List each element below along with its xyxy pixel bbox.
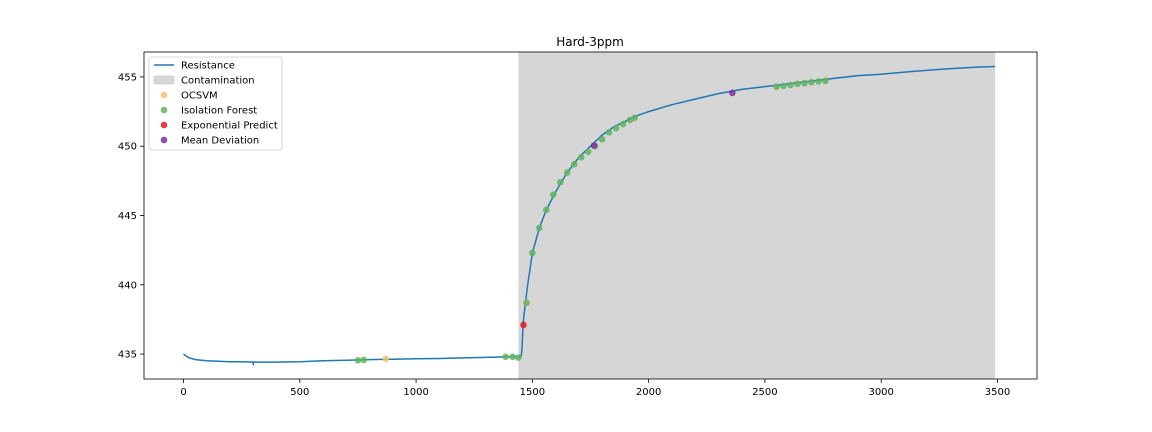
- legend-label-resistance: Resistance: [181, 61, 235, 72]
- x-tick-label: 500: [290, 387, 309, 398]
- legend-label-mean-deviation: Mean Deviation: [181, 136, 259, 147]
- legend-label-contamination: Contamination: [181, 76, 255, 87]
- chart-title: Hard-3ppm: [556, 35, 624, 49]
- legend-swatch-contamination: [153, 75, 175, 85]
- y-tick-label: 445: [118, 211, 137, 222]
- legend-swatch-ocsvm: [160, 91, 168, 99]
- x-tick-label: 1000: [403, 387, 428, 398]
- legend-label-ocsvm: OCSVM: [181, 91, 218, 102]
- isolation-forest-point: [536, 224, 543, 232]
- x-tick-label: 1500: [520, 387, 545, 398]
- isolation-forest-point: [598, 135, 606, 143]
- isolation-forest-point: [543, 206, 550, 214]
- legend-box: [148, 56, 283, 151]
- y-tick-label: 440: [118, 280, 137, 291]
- contamination-band: [518, 52, 996, 379]
- isolation-forest-point: [529, 249, 536, 257]
- ocsvm-point: [382, 355, 390, 363]
- x-tick-label: 2000: [636, 387, 661, 398]
- isolation-forest-point: [794, 80, 801, 88]
- isolation-forest-point: [822, 77, 829, 85]
- isolation-forest-point: [612, 124, 620, 132]
- isolation-forest-point: [787, 81, 794, 89]
- isolation-forest-point: [801, 79, 808, 87]
- exponential-predict-point: [520, 321, 527, 329]
- isolation-forest-point: [808, 78, 815, 86]
- isolation-forest-point: [563, 169, 571, 176]
- legend-swatch-isolation-forest: [160, 106, 168, 114]
- isolation-forest-point: [360, 356, 368, 364]
- isolation-forest-point: [509, 353, 516, 361]
- x-tick-label: 2500: [752, 387, 777, 398]
- isolation-forest-point: [605, 129, 613, 136]
- isolation-forest-point: [549, 191, 557, 199]
- isolation-forest-point: [584, 148, 592, 156]
- x-tick-label: 3000: [868, 387, 893, 398]
- legend-swatch-exponential-predict: [160, 121, 168, 129]
- legend-swatch-mean-deviation: [160, 136, 168, 144]
- mean-deviation-point: [729, 89, 736, 97]
- y-tick-label: 455: [118, 72, 137, 83]
- x-tick-label: 0: [180, 387, 186, 398]
- x-tick-label: 3500: [985, 387, 1010, 398]
- isolation-forest-point: [570, 160, 578, 168]
- mean-deviation-point: [590, 142, 598, 149]
- isolation-forest-point: [773, 83, 780, 90]
- isolation-forest-point: [631, 114, 638, 122]
- isolation-forest-point: [523, 299, 530, 307]
- y-tick-label: 435: [118, 350, 137, 361]
- isolation-forest-point: [619, 120, 627, 128]
- isolation-forest-point: [556, 178, 564, 186]
- y-tick-label: 450: [118, 142, 137, 153]
- isolation-forest-point: [577, 154, 585, 161]
- isolation-forest-point: [502, 353, 509, 361]
- legend-label-exponential-predict: Exponential Predict: [181, 121, 278, 132]
- isolation-forest-point: [515, 354, 522, 361]
- isolation-forest-point: [780, 82, 787, 90]
- legend-label-isolation-forest: Isolation Forest: [181, 106, 257, 117]
- isolation-forest-point: [815, 78, 822, 85]
- isolation-forest-point: [354, 356, 362, 364]
